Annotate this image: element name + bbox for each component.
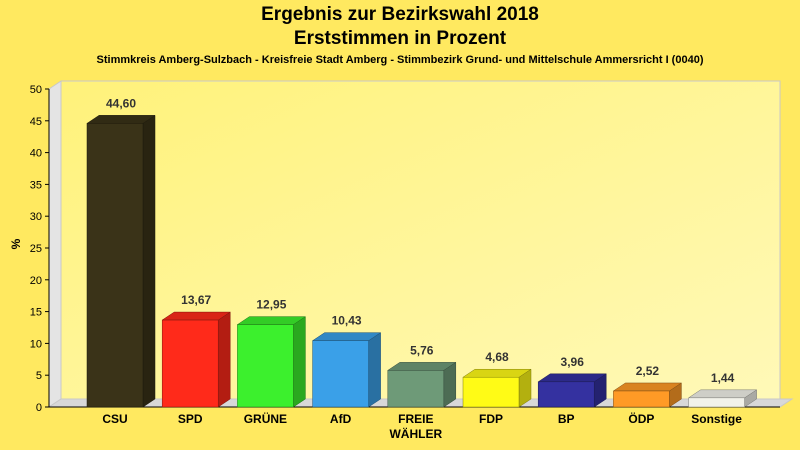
bar <box>537 381 595 408</box>
plot-frame <box>47 80 794 408</box>
x-tick-label-line: FDP <box>479 412 503 426</box>
data-label: 4,68 <box>485 350 509 364</box>
bar-bp: 3,96 <box>537 355 608 408</box>
x-tick-label-line: Sonstige <box>691 412 742 426</box>
y-tick-label: 0 <box>36 402 42 414</box>
bar-top <box>612 382 683 392</box>
bar-fdp: 4,68 <box>462 350 532 408</box>
bar-top <box>311 332 382 341</box>
x-axis: CSU SPD GRÜNE AfD FREIE WÄHLER FDP BP ÖDP Sonstig… <box>102 411 742 441</box>
x-tick-label: SPD <box>178 412 203 426</box>
bar-side <box>142 114 156 408</box>
data-label: 5,76 <box>410 343 434 357</box>
bar <box>462 376 520 408</box>
bar <box>613 390 670 408</box>
y-tick-label: 40 <box>30 148 42 160</box>
x-tick-label-line: FREIE <box>398 412 433 426</box>
x-tick-label: CSU <box>102 412 127 426</box>
data-label: 10,43 <box>332 314 362 328</box>
chart-title: Ergebnis zur Bezirkswahl 2018 <box>261 4 539 25</box>
bar <box>161 319 219 408</box>
bar-top <box>386 362 457 371</box>
bar-freie-wähler: 5,76 <box>386 343 457 408</box>
x-tick-label: ÖDP <box>628 411 654 426</box>
bar-top <box>687 389 758 399</box>
bar <box>312 340 369 408</box>
x-tick-label: Sonstige <box>691 412 742 426</box>
y-tick-label: 20 <box>30 275 42 287</box>
x-tick-label-line: WÄHLER <box>389 426 442 441</box>
data-label: 12,95 <box>256 298 286 312</box>
x-tick-label-line: SPD <box>178 412 203 426</box>
bar-side <box>293 316 306 408</box>
y-tick-label: 30 <box>30 211 42 223</box>
bar-spd: 13,67 <box>161 293 232 408</box>
y-axis-label: % <box>9 238 23 249</box>
bars: 44,60 13,67 12,95 10,43 5,76 4,68 3,96 2,52 1,44 <box>86 96 758 408</box>
bar-csu: 44,60 <box>86 96 156 408</box>
y-tick-label: 50 <box>30 84 42 96</box>
bar-top <box>462 368 532 378</box>
data-label: 3,96 <box>561 355 585 369</box>
bar <box>86 123 144 408</box>
data-label: 1,44 <box>711 371 735 385</box>
x-tick-label: FDP <box>479 412 503 426</box>
data-label: 44,60 <box>106 96 136 110</box>
y-tick-label: 45 <box>30 116 42 128</box>
x-tick-label-line: CSU <box>102 412 127 426</box>
bar <box>688 397 745 408</box>
side-wall <box>48 80 62 408</box>
bar-afd: 10,43 <box>311 314 382 408</box>
bar-side <box>217 311 231 408</box>
bar-sonstige: 1,44 <box>687 371 758 408</box>
y-tick-label: 10 <box>30 338 42 350</box>
bar-grüne: 12,95 <box>236 298 307 408</box>
x-tick-label-line: GRÜNE <box>244 411 287 426</box>
bar-ödp: 2,52 <box>612 364 683 408</box>
bar <box>387 370 445 408</box>
x-tick-label: AfD <box>330 412 352 426</box>
chart-description: Stimmkreis Amberg-Sulzbach - Kreisfreie … <box>96 54 704 66</box>
x-tick-label: BP <box>558 412 575 426</box>
bar-side <box>368 332 381 408</box>
y-tick-label: 25 <box>30 243 42 255</box>
chart-subtitle: Erststimmen in Prozent <box>293 28 507 49</box>
x-tick-label: FREIE WÄHLER <box>389 412 442 441</box>
bar-top <box>537 373 608 383</box>
bar-top <box>86 115 156 124</box>
y-tick-label: 35 <box>30 179 42 191</box>
bar-top <box>161 311 232 321</box>
data-label: 13,67 <box>181 293 211 307</box>
y-tick-label: 5 <box>36 370 42 382</box>
bar <box>237 324 294 408</box>
x-tick-label: GRÜNE <box>244 411 287 426</box>
x-tick-label-line: AfD <box>330 412 352 426</box>
bar-top <box>236 316 307 325</box>
x-tick-label-line: BP <box>558 412 575 426</box>
x-tick-label-line: ÖDP <box>628 411 654 426</box>
y-tick-label: 15 <box>30 307 42 319</box>
data-label: 2,52 <box>636 364 660 378</box>
